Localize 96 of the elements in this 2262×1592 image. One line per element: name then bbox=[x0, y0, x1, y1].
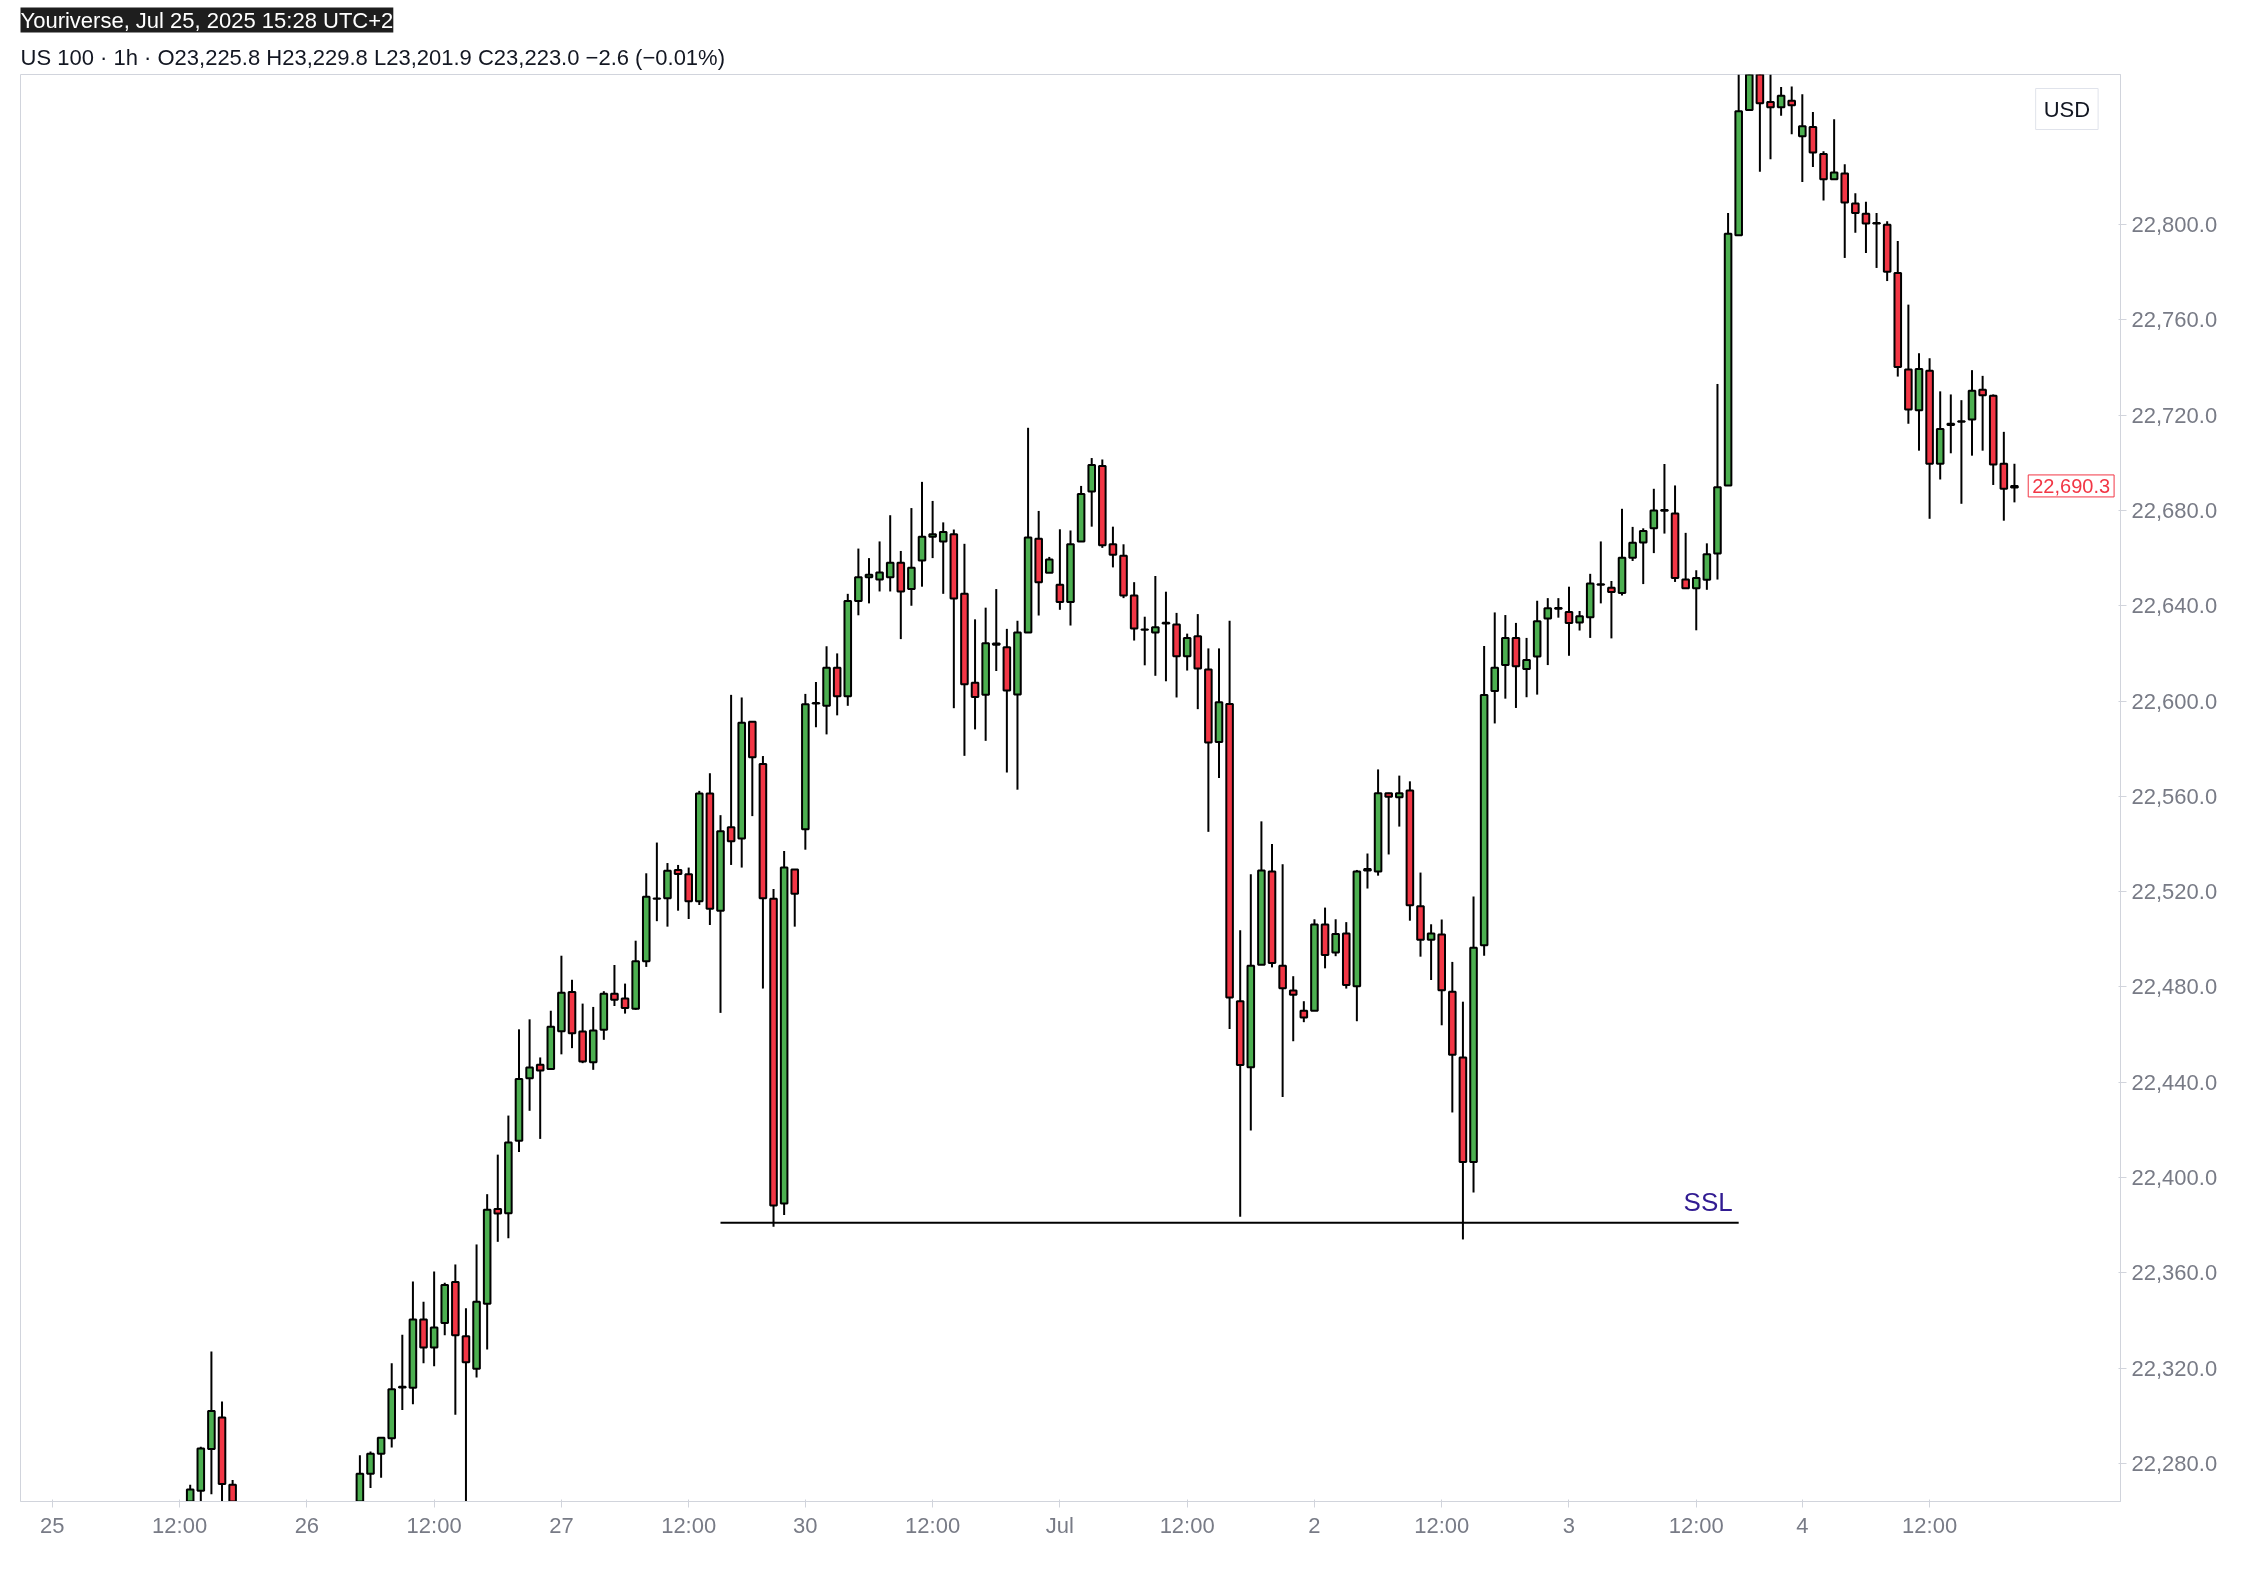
candlestick bbox=[1182, 632, 1192, 672]
candlestick bbox=[811, 680, 821, 729]
y-tick-label: 22,480.0 bbox=[2131, 974, 2218, 1000]
x-tick-label: 12:00 bbox=[661, 1512, 717, 1538]
candlestick bbox=[1978, 374, 1987, 452]
candlestick bbox=[2010, 462, 2019, 504]
x-tick-label: Jul bbox=[1045, 1512, 1074, 1538]
x-tick-label: 12:00 bbox=[905, 1512, 961, 1538]
candlestick bbox=[652, 841, 662, 923]
x-tick-label: 12:00 bbox=[1902, 1512, 1958, 1538]
candlestick bbox=[991, 588, 1001, 673]
x-tick-label: 30 bbox=[793, 1512, 818, 1538]
candlestick bbox=[1681, 531, 1690, 590]
candlestick bbox=[535, 1056, 545, 1140]
candlestick bbox=[1278, 863, 1287, 1098]
candlestick bbox=[928, 499, 937, 560]
candlestick bbox=[1766, 74, 1775, 161]
y-tick-label: 22,560.0 bbox=[2131, 783, 2218, 809]
y-tick-label: 22,360.0 bbox=[2131, 1260, 2218, 1286]
y-tick-label: 22,800.0 bbox=[2131, 212, 2218, 238]
candlestick bbox=[1596, 540, 1606, 605]
candlestick bbox=[1829, 118, 1839, 182]
candlestick bbox=[1522, 636, 1531, 699]
candlestick bbox=[1660, 463, 1669, 535]
x-tick-label: 3 bbox=[1562, 1512, 1576, 1538]
candlestick bbox=[938, 521, 948, 595]
candlestick bbox=[1395, 774, 1404, 828]
candlestick bbox=[1787, 85, 1796, 136]
chart-subtitle: US 100 · 1h · O23,225.8 H23,229.8 L23,201.9 C23,223.0 −2.6 (−0.01%) bbox=[20, 44, 725, 70]
candlestick bbox=[1384, 791, 1393, 856]
candlestick bbox=[885, 514, 895, 593]
candlestick bbox=[1055, 528, 1065, 611]
candlestick bbox=[1490, 611, 1500, 725]
candlestick bbox=[1851, 192, 1860, 234]
candlestick bbox=[1299, 1000, 1309, 1024]
candlestick bbox=[366, 1450, 375, 1489]
y-tick-label: 22,720.0 bbox=[2131, 402, 2218, 428]
candlestick bbox=[1564, 585, 1574, 657]
candlestick bbox=[1607, 579, 1616, 640]
candlestick bbox=[875, 540, 884, 593]
y-tick-label: 22,760.0 bbox=[2131, 307, 2218, 333]
y-tick-label: 22,640.0 bbox=[2131, 593, 2218, 619]
candlestick bbox=[1426, 923, 1436, 982]
candlestick bbox=[1957, 399, 1966, 505]
candlestick bbox=[1151, 574, 1160, 677]
y-tick-label: 22,440.0 bbox=[2131, 1069, 2218, 1095]
y-tick-label: 22,600.0 bbox=[2131, 688, 2218, 714]
candlestick bbox=[1331, 918, 1340, 958]
candlestick bbox=[970, 618, 980, 731]
x-tick-label: 12:00 bbox=[1414, 1512, 1470, 1538]
y-tick-label: 22,280.0 bbox=[2131, 1450, 2218, 1476]
x-tick-label: 25 bbox=[40, 1512, 65, 1538]
candlestick bbox=[1575, 609, 1584, 632]
x-tick-label: 12:00 bbox=[1668, 1512, 1724, 1538]
candlestick bbox=[1554, 597, 1563, 619]
candlestick bbox=[1140, 615, 1150, 667]
candlestick bbox=[1288, 975, 1298, 1043]
y-tick-label: 22,320.0 bbox=[2131, 1355, 2218, 1381]
x-tick-label: 26 bbox=[294, 1512, 320, 1538]
x-tick-label: 12:00 bbox=[406, 1512, 462, 1538]
candlestick bbox=[1543, 597, 1553, 667]
y-tick-label: 22,400.0 bbox=[2131, 1165, 2218, 1191]
candlestick bbox=[1776, 85, 1786, 117]
text: USD bbox=[2043, 96, 2091, 122]
candlestick bbox=[429, 1270, 439, 1368]
candlestick bbox=[1872, 211, 1881, 269]
x-tick-label: 2 bbox=[1308, 1512, 1321, 1538]
y-tick-label: 22,520.0 bbox=[2131, 879, 2218, 905]
chart-title: Youriverse, Jul 25, 2025 15:28 UTC+2 bbox=[20, 7, 394, 33]
x-tick-label: 4 bbox=[1796, 1512, 1809, 1538]
candlestick bbox=[376, 1436, 386, 1479]
candlestick bbox=[1638, 527, 1648, 586]
y-tick-label: 22,680.0 bbox=[2131, 497, 2218, 523]
candlestick bbox=[525, 1018, 534, 1112]
candlestick bbox=[726, 693, 736, 866]
candlestick bbox=[1861, 200, 1871, 254]
candlestick bbox=[1628, 525, 1637, 562]
candlestick bbox=[610, 964, 619, 1007]
x-tick-label: 12:00 bbox=[1159, 1512, 1215, 1538]
candlestick bbox=[493, 1153, 503, 1243]
candlestick bbox=[1946, 393, 1956, 455]
candlestick bbox=[1691, 569, 1701, 632]
candlestick bbox=[917, 480, 927, 588]
candlestick bbox=[864, 557, 874, 605]
x-tick-label: 27 bbox=[549, 1512, 574, 1538]
x-tick-label: 12:00 bbox=[152, 1512, 208, 1538]
candlestick bbox=[620, 982, 630, 1015]
candlestick bbox=[907, 507, 916, 607]
candlestick bbox=[854, 547, 863, 617]
candlestick bbox=[1108, 525, 1118, 569]
text: 22,690.3 bbox=[2032, 474, 2111, 497]
candlestick bbox=[1363, 852, 1372, 890]
candlestick bbox=[1798, 93, 1807, 183]
series-label: SSL bbox=[1683, 1186, 1733, 1217]
candlestick bbox=[673, 863, 683, 912]
candlestick bbox=[1649, 487, 1659, 555]
